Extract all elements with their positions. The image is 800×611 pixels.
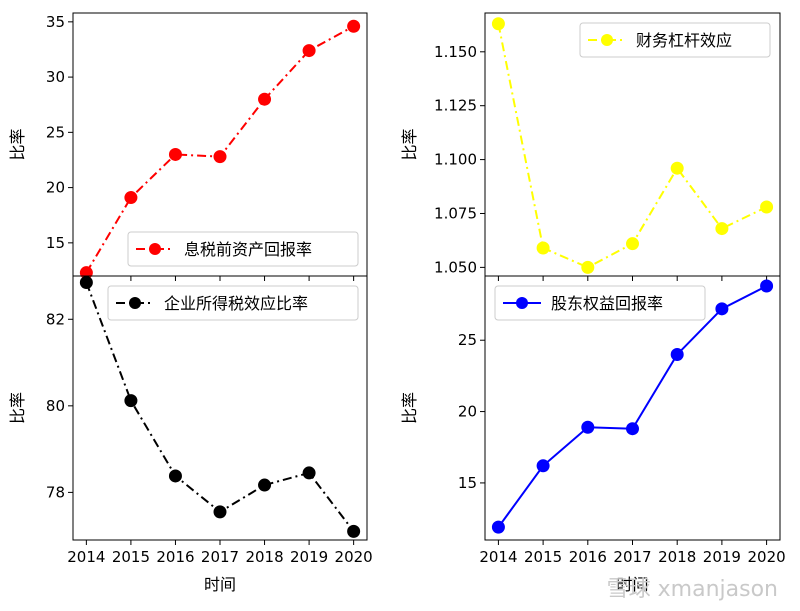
x-tick-label: 2014: [67, 548, 105, 566]
data-point: [258, 478, 272, 492]
y-tick-label: 15: [46, 234, 65, 252]
legend: 企业所得税效应比率: [107, 285, 359, 321]
watermark: 雪球 xmanjason: [606, 577, 778, 602]
legend-marker: [129, 297, 141, 309]
legend-marker: [601, 34, 613, 46]
data-point: [670, 161, 684, 175]
x-tick-label: 2019: [290, 548, 328, 566]
legend: 财务杠杆效应: [579, 22, 771, 58]
x-tick-label: 2017: [613, 548, 651, 566]
data-point: [581, 420, 595, 434]
data-point: [760, 200, 774, 214]
y-tick-label: 1.100: [434, 151, 477, 169]
y-axis-label: 比率: [400, 128, 419, 160]
data-point: [491, 17, 505, 31]
legend-label: 股东权益回报率: [551, 294, 663, 313]
legend-marker: [516, 297, 528, 309]
y-tick-label: 20: [46, 179, 65, 197]
y-tick-label: 25: [46, 123, 65, 141]
data-point: [536, 241, 550, 255]
legend: 股东权益回报率: [494, 285, 706, 321]
data-point: [124, 394, 138, 408]
y-tick-label: 1.125: [434, 97, 477, 115]
data-point: [302, 466, 316, 480]
x-tick-label: 2014: [479, 548, 517, 566]
y-axis-label: 比率: [8, 392, 27, 424]
y-tick-label: 20: [458, 403, 477, 421]
data-point: [347, 19, 361, 33]
data-point: [302, 44, 316, 58]
legend-marker: [149, 243, 161, 255]
data-point: [760, 279, 774, 293]
y-tick-label: 82: [46, 310, 65, 328]
data-point: [715, 222, 729, 236]
x-tick-label: 2016: [569, 548, 607, 566]
series-line: [497, 285, 768, 528]
y-tick-label: 78: [46, 483, 65, 501]
legend-box: [127, 231, 359, 267]
y-tick-label: 30: [46, 68, 65, 86]
data-point: [168, 469, 182, 483]
data-point: [168, 147, 182, 161]
x-tick-label: 2017: [201, 548, 239, 566]
y-tick-label: 25: [458, 331, 477, 349]
y-axis-label: 比率: [8, 128, 27, 160]
x-axis-label: 时间: [616, 575, 648, 594]
data-point: [124, 191, 138, 205]
x-tick-label: 2020: [747, 548, 785, 566]
data-point: [79, 275, 93, 289]
data-point: [258, 92, 272, 106]
data-point: [626, 237, 639, 251]
legend: 息税前资产回报率: [127, 231, 359, 267]
x-tick-label: 2018: [658, 548, 696, 566]
y-tick-label: 1.050: [434, 258, 477, 276]
legend-box: [579, 22, 771, 58]
y-tick-label: 1.075: [434, 204, 477, 222]
x-axis-label: 时间: [204, 575, 236, 594]
data-point: [536, 459, 550, 473]
y-tick-label: 15: [458, 474, 477, 492]
legend-box: [494, 285, 706, 321]
legend-box: [107, 285, 359, 321]
x-tick-label: 2020: [335, 548, 373, 566]
x-tick-label: 2019: [703, 548, 741, 566]
data-point: [581, 260, 595, 274]
legend-label: 财务杠杆效应: [636, 31, 732, 50]
y-tick-label: 35: [46, 13, 65, 31]
data-point: [213, 505, 227, 519]
y-axis-label: 比率: [400, 392, 419, 424]
legend-label: 企业所得税效应比率: [164, 294, 308, 313]
subplot-2: 1.050 1.075 1.100 1.125 1.150 比率 财务杠杆效应: [400, 12, 781, 281]
y-tick-label: 1.150: [434, 43, 477, 61]
data-point: [626, 422, 639, 436]
data-point: [670, 347, 684, 361]
data-point: [347, 524, 361, 538]
data-point: [715, 302, 729, 316]
y-tick-label: 80: [46, 397, 65, 415]
x-tick-label: 2016: [156, 548, 194, 566]
x-tick-label: 2018: [245, 548, 283, 566]
data-point: [491, 520, 505, 534]
x-tick-label: 2015: [524, 548, 562, 566]
x-tick-label: 2015: [112, 548, 150, 566]
legend-label: 息税前资产回报率: [184, 240, 312, 259]
data-point: [213, 150, 227, 164]
